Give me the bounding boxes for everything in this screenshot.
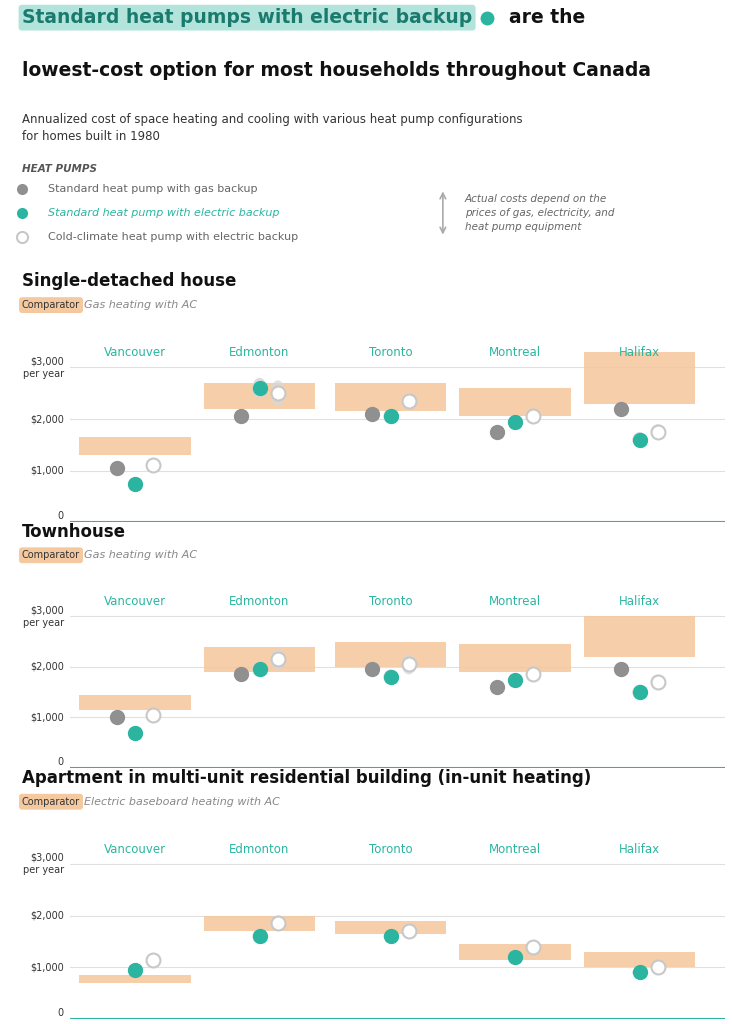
Text: Annualized cost of space heating and cooling with various heat pump configuratio: Annualized cost of space heating and coo… bbox=[22, 113, 523, 142]
Text: 0: 0 bbox=[58, 511, 64, 521]
Text: Standard heat pumps with electric backup: Standard heat pumps with electric backup bbox=[22, 8, 472, 28]
Text: Comparator: Comparator bbox=[22, 300, 80, 310]
Text: Montreal: Montreal bbox=[489, 843, 541, 856]
Ellipse shape bbox=[632, 968, 646, 978]
Text: Townhouse: Townhouse bbox=[22, 523, 126, 541]
Text: $3,000
per year: $3,000 per year bbox=[23, 356, 64, 379]
Text: $2,000: $2,000 bbox=[30, 910, 64, 921]
Text: Vancouver: Vancouver bbox=[104, 346, 166, 359]
FancyBboxPatch shape bbox=[460, 644, 571, 672]
Ellipse shape bbox=[632, 685, 646, 699]
Ellipse shape bbox=[384, 409, 397, 424]
Ellipse shape bbox=[526, 670, 541, 680]
Ellipse shape bbox=[253, 662, 266, 677]
Text: $2,000: $2,000 bbox=[30, 414, 64, 424]
FancyBboxPatch shape bbox=[79, 694, 191, 710]
Text: lowest-cost option for most households throughout Canada: lowest-cost option for most households t… bbox=[22, 61, 651, 80]
Ellipse shape bbox=[402, 924, 416, 939]
Ellipse shape bbox=[508, 417, 522, 427]
Text: Standard heat pump with electric backup: Standard heat pump with electric backup bbox=[48, 208, 279, 218]
FancyBboxPatch shape bbox=[335, 921, 447, 934]
Ellipse shape bbox=[651, 963, 665, 973]
Text: Vancouver: Vancouver bbox=[104, 596, 166, 608]
Text: Actual costs depend on the
prices of gas, electricity, and
heat pump equipment: Actual costs depend on the prices of gas… bbox=[465, 194, 614, 232]
Text: $3,000
per year: $3,000 per year bbox=[23, 605, 64, 628]
Text: Toronto: Toronto bbox=[369, 346, 412, 359]
Ellipse shape bbox=[271, 649, 285, 670]
Text: 0: 0 bbox=[58, 757, 64, 767]
Ellipse shape bbox=[402, 393, 416, 409]
Ellipse shape bbox=[384, 931, 397, 941]
FancyBboxPatch shape bbox=[335, 642, 447, 667]
Text: Edmonton: Edmonton bbox=[229, 346, 290, 359]
Ellipse shape bbox=[146, 954, 160, 965]
Ellipse shape bbox=[508, 951, 522, 963]
Ellipse shape bbox=[253, 378, 266, 398]
Text: Halifax: Halifax bbox=[619, 596, 660, 608]
Text: Montreal: Montreal bbox=[489, 596, 541, 608]
Text: $1,000: $1,000 bbox=[30, 963, 64, 972]
FancyBboxPatch shape bbox=[203, 647, 315, 672]
Text: Comparator: Comparator bbox=[22, 550, 80, 560]
Text: Gas heating with AC: Gas heating with AC bbox=[84, 300, 198, 310]
Ellipse shape bbox=[253, 929, 266, 944]
Text: Gas heating with AC: Gas heating with AC bbox=[84, 550, 198, 560]
Text: $1,000: $1,000 bbox=[30, 713, 64, 723]
FancyBboxPatch shape bbox=[584, 951, 695, 968]
Ellipse shape bbox=[128, 481, 142, 486]
Text: $1,000: $1,000 bbox=[30, 466, 64, 475]
Ellipse shape bbox=[271, 380, 285, 407]
Ellipse shape bbox=[651, 424, 665, 439]
Ellipse shape bbox=[146, 710, 160, 720]
Text: Cold-climate heat pump with electric backup: Cold-climate heat pump with electric bac… bbox=[48, 232, 298, 243]
Ellipse shape bbox=[526, 941, 541, 951]
Text: Vancouver: Vancouver bbox=[104, 843, 166, 856]
Text: Apartment in multi-unit residential building (in-unit heating): Apartment in multi-unit residential buil… bbox=[22, 769, 591, 786]
Text: Toronto: Toronto bbox=[369, 843, 412, 856]
Ellipse shape bbox=[508, 675, 522, 685]
Ellipse shape bbox=[128, 968, 142, 973]
Ellipse shape bbox=[651, 675, 665, 689]
FancyBboxPatch shape bbox=[79, 437, 191, 455]
Text: Halifax: Halifax bbox=[619, 346, 660, 359]
FancyBboxPatch shape bbox=[460, 388, 571, 417]
Text: Edmonton: Edmonton bbox=[229, 843, 290, 856]
FancyBboxPatch shape bbox=[584, 616, 695, 656]
Ellipse shape bbox=[146, 461, 160, 471]
Text: Single-detached house: Single-detached house bbox=[22, 272, 236, 290]
Text: Montreal: Montreal bbox=[489, 346, 541, 359]
Text: Toronto: Toronto bbox=[369, 596, 412, 608]
FancyBboxPatch shape bbox=[79, 975, 191, 983]
FancyBboxPatch shape bbox=[460, 944, 571, 959]
Text: Standard heat pump with gas backup: Standard heat pump with gas backup bbox=[48, 183, 257, 194]
Ellipse shape bbox=[271, 915, 285, 931]
Ellipse shape bbox=[402, 654, 416, 675]
Text: $3,000
per year: $3,000 per year bbox=[23, 853, 64, 876]
FancyBboxPatch shape bbox=[203, 383, 315, 409]
Ellipse shape bbox=[128, 730, 142, 735]
Ellipse shape bbox=[526, 409, 541, 424]
Ellipse shape bbox=[384, 670, 397, 685]
Text: Halifax: Halifax bbox=[619, 843, 660, 856]
FancyBboxPatch shape bbox=[203, 915, 315, 931]
Text: 0: 0 bbox=[58, 1008, 64, 1018]
Text: $2,000: $2,000 bbox=[30, 662, 64, 672]
Text: HEAT PUMPS: HEAT PUMPS bbox=[22, 164, 97, 174]
FancyBboxPatch shape bbox=[584, 352, 695, 403]
Text: Comparator: Comparator bbox=[22, 797, 80, 807]
Text: are the: are the bbox=[509, 8, 585, 28]
Text: Edmonton: Edmonton bbox=[229, 596, 290, 608]
Ellipse shape bbox=[632, 432, 646, 447]
FancyBboxPatch shape bbox=[335, 383, 447, 412]
Text: Electric baseboard heating with AC: Electric baseboard heating with AC bbox=[84, 797, 280, 807]
